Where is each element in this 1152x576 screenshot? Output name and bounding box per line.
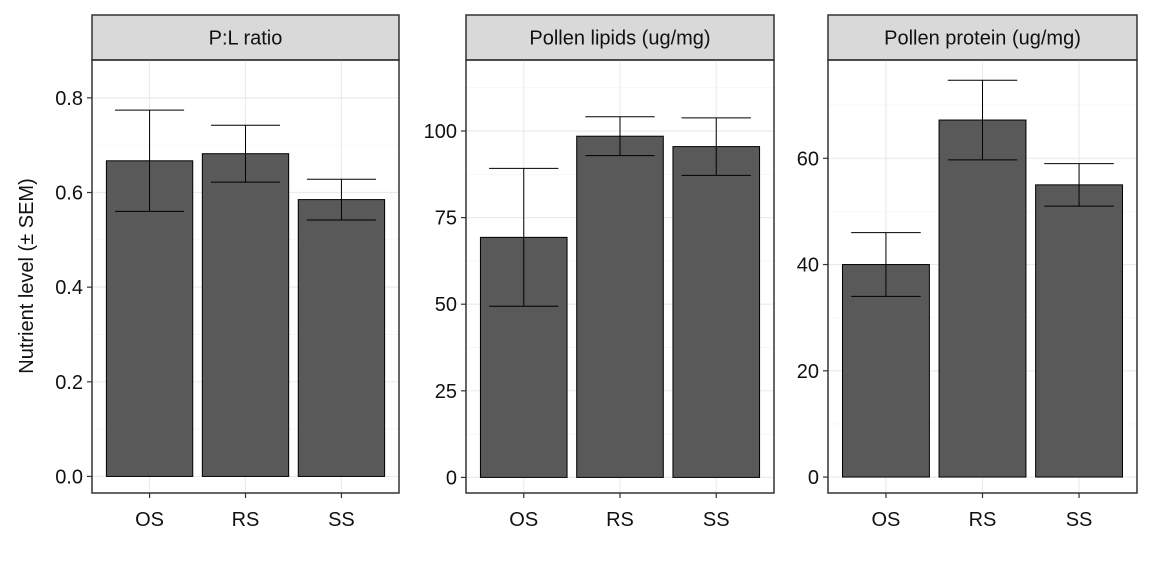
error-bar-rs: [585, 116, 655, 157]
error-bar-rs: [210, 124, 281, 183]
y-tick-label: 100: [424, 121, 457, 143]
x-tick-label: SS: [703, 509, 730, 531]
y-tick-label: 20: [797, 361, 819, 383]
bar-ss: [1035, 184, 1124, 478]
strip-title: P:L ratio: [209, 28, 283, 50]
error-bar-os: [851, 232, 921, 297]
panel-2: Pollen lipids (ug/mg) 0 25 50 75 100 OS RS SS: [424, 14, 775, 531]
y-tick-label: 40: [797, 255, 819, 277]
y-tick-label: 0.0: [55, 466, 83, 488]
bar-os: [105, 160, 194, 477]
x-tick-label: RS: [969, 509, 997, 531]
y-tick-label: 60: [797, 148, 819, 170]
error-bar-ss: [681, 117, 751, 176]
y-tick-label: 0: [808, 467, 819, 489]
bar-rs: [201, 153, 290, 477]
strip-header: [465, 14, 775, 61]
x-tick-label: OS: [871, 509, 900, 531]
y-axis-title: Nutrient level (± SEM): [16, 178, 38, 373]
error-bar-os: [489, 167, 559, 307]
y-tick-label: 50: [435, 294, 457, 316]
strip-header: [827, 14, 1138, 61]
strip-title: Pollen lipids (ug/mg): [529, 28, 710, 50]
y-tick-label: 0.2: [55, 372, 83, 394]
error-bar-ss: [306, 178, 376, 221]
bar-ss: [672, 146, 761, 478]
y-tick-label: 75: [435, 208, 457, 230]
bar-os: [841, 264, 930, 478]
x-tick-label: SS: [328, 509, 355, 531]
x-tick-label: SS: [1066, 509, 1093, 531]
panel-1: P:L ratio 0.0 0.2 0.4 0.6 0.8 OS RS SS: [55, 14, 400, 531]
error-bar-ss: [1044, 163, 1114, 207]
x-tick-label: OS: [135, 509, 164, 531]
y-tick-label: 0.8: [55, 88, 83, 110]
y-tick-label: 25: [435, 381, 457, 403]
strip-title: Pollen protein (ug/mg): [884, 28, 1081, 50]
bar-rs: [938, 119, 1027, 478]
y-tick-label: 0: [446, 467, 457, 489]
panel-3: Pollen protein (ug/mg) 0 20 40 60 OS RS SS: [797, 14, 1138, 531]
error-bar-rs: [947, 79, 1018, 161]
bar-rs: [576, 135, 664, 478]
x-tick-label: RS: [606, 509, 634, 531]
y-tick-label: 0.6: [55, 183, 83, 205]
y-tick-label: 0.4: [55, 277, 83, 299]
x-tick-label: OS: [509, 509, 538, 531]
bar-ss: [297, 199, 386, 477]
x-tick-label: RS: [232, 509, 260, 531]
error-bar-os: [115, 109, 185, 212]
strip-header: [91, 14, 400, 61]
